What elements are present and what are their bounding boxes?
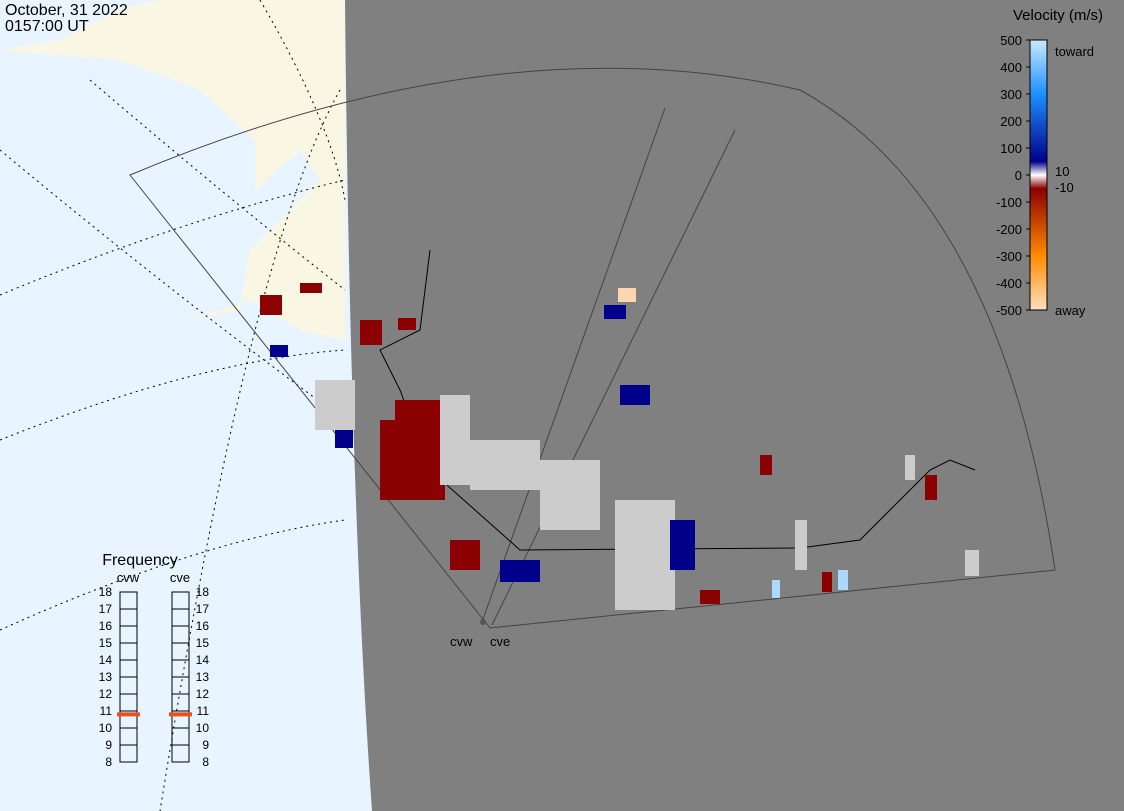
- frequency-tick-label: 17: [196, 602, 210, 616]
- frequency-title: Frequency: [102, 552, 178, 569]
- frequency-tick-label: 11: [100, 704, 113, 718]
- frequency-tick-label: 16: [196, 619, 210, 633]
- echoes: [260, 283, 979, 610]
- velocity-tick-label: -100: [996, 195, 1022, 210]
- away-label: away: [1055, 303, 1086, 318]
- velocity-tick-label: -300: [996, 249, 1022, 264]
- velocity-tick-label: -400: [996, 276, 1022, 291]
- site-label: cve: [490, 634, 510, 649]
- velocity-tick-label: 300: [1000, 87, 1022, 102]
- graticule: [0, 0, 346, 811]
- frequency-tick-label: 17: [99, 602, 113, 616]
- frequency-tick-label: 9: [105, 738, 112, 752]
- night-side: [345, 0, 1124, 811]
- velocity-tick-label: 100: [1000, 141, 1022, 156]
- frequency-tick-label: 9: [202, 738, 209, 752]
- fov: [129, 67, 1056, 629]
- toward-label: toward: [1055, 44, 1094, 59]
- frequency-tick-label: 16: [99, 619, 113, 633]
- colorbar: [1029, 39, 1048, 311]
- frequency-tick-label: 15: [196, 636, 210, 650]
- velocity-inner-label: -10: [1055, 180, 1074, 195]
- frequency-tick-label: 14: [196, 653, 210, 667]
- radar-site: [480, 619, 486, 625]
- velocity-tick-label: -500: [996, 303, 1022, 318]
- radar-name: cvw: [117, 570, 140, 585]
- frequency-tick-label: 8: [105, 755, 112, 769]
- frequency-tick-label: 10: [99, 721, 113, 735]
- velocity-title: Velocity (m/s): [1013, 7, 1103, 24]
- velocity-tick-label: -200: [996, 222, 1022, 237]
- velocity-tick-label: 0: [1015, 168, 1022, 183]
- frequency-tick-label: 10: [196, 721, 210, 735]
- frequency-tick-label: 14: [99, 653, 113, 667]
- date: October, 31 2022: [5, 2, 128, 19]
- frequency-tick-label: 11: [197, 704, 210, 718]
- frequency-tick-label: 18: [99, 585, 113, 599]
- velocity-tick-label: 400: [1000, 60, 1022, 75]
- velocity-inner-label: 10: [1055, 164, 1069, 179]
- frequency-tick-label: 18: [196, 585, 210, 599]
- frequency-tick-label: 15: [99, 636, 113, 650]
- alaska: [0, 0, 345, 340]
- velocity-tick-label: 200: [1000, 114, 1022, 129]
- frequency-tick-label: 12: [99, 687, 113, 701]
- velocity-tick-label: 500: [1000, 33, 1022, 48]
- frequency-tick-label: 13: [196, 670, 210, 684]
- frequency-tick-label: 13: [99, 670, 113, 684]
- time: 0157:00 UT: [5, 18, 89, 35]
- site-label: cvw: [450, 634, 473, 649]
- frequency-tick-label: 8: [202, 755, 209, 769]
- frequency-tick-label: 12: [196, 687, 210, 701]
- radar-name: cve: [170, 570, 190, 585]
